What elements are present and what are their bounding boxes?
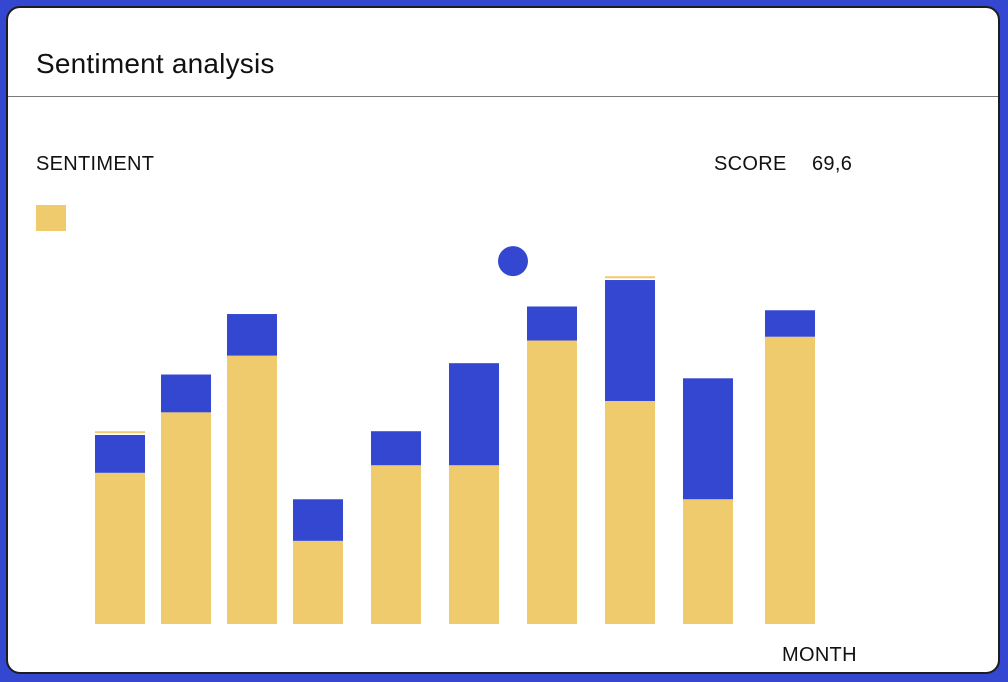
bar-2-segment-1 [161,412,211,624]
bar-4-segment-2 [293,499,343,541]
title-divider [8,96,998,97]
bar-4-segment-1 [293,540,343,624]
score-marker-dot [498,246,528,277]
sentiment-bar-chart [95,246,815,624]
bar-6-segment-2 [449,363,499,466]
sentiment-card: Sentiment analysis SENTIMENT SCORE 69,6 … [6,6,1000,674]
bar-10-segment-2 [765,310,815,337]
bar-7-segment-1 [527,340,577,624]
bar-8-segment-1 [605,400,655,624]
bar-7-segment-2 [527,306,577,341]
bar-8-segment-3 [605,276,655,279]
card-title: Sentiment analysis [36,48,275,79]
bar-1-segment-3 [95,431,145,434]
bar-9-segment-1 [683,499,733,624]
bar-5-segment-2 [371,431,421,466]
bar-5-segment-1 [371,465,421,624]
bar-2-segment-2 [161,374,211,413]
legend-swatch-positive [36,205,66,231]
bar-3-segment-2 [227,314,277,356]
bar-1-segment-1 [95,472,145,624]
bar-8-segment-2 [605,280,655,401]
sentiment-label: SENTIMENT [36,153,155,175]
bar-10-segment-1 [765,336,815,624]
score-label: SCORE [714,153,787,175]
bar-6-segment-1 [449,465,499,624]
bar-9-segment-2 [683,378,733,500]
score-value: 69,6 [812,153,853,175]
bar-3-segment-1 [227,355,277,624]
x-axis-label: MONTH [782,644,857,666]
bar-1-segment-2 [95,435,145,473]
